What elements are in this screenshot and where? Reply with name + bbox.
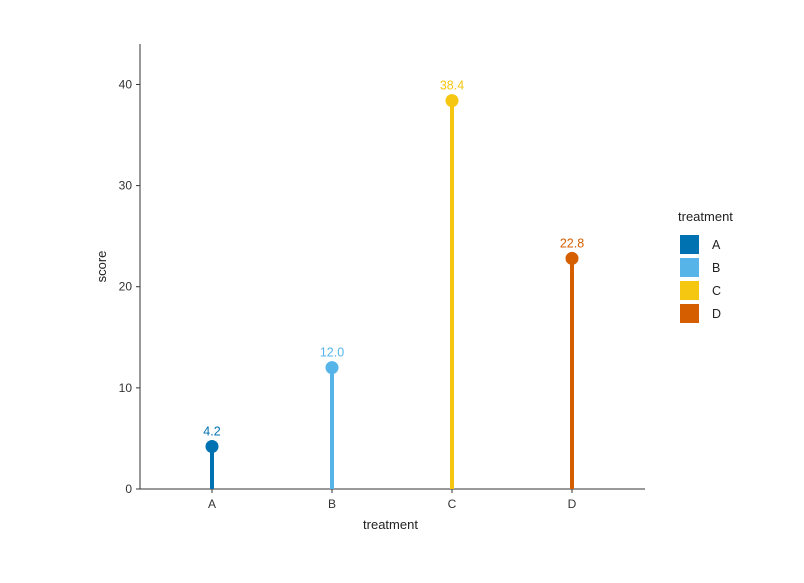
- y-tick-label: 40: [119, 77, 133, 91]
- data-label: 12.0: [320, 346, 344, 360]
- y-tick-label: 10: [119, 381, 133, 395]
- lollipop-D: 22.8: [560, 236, 584, 489]
- x-tick-label: B: [328, 497, 336, 511]
- x-tick-label: D: [568, 497, 577, 511]
- legend-label: C: [712, 284, 721, 298]
- legend-swatch: [680, 281, 699, 300]
- x-tick-label: C: [448, 497, 457, 511]
- legend-label: D: [712, 307, 721, 321]
- lollipop-point: [445, 94, 459, 108]
- lollipop-point: [325, 361, 339, 375]
- y-tick-label: 0: [125, 482, 132, 496]
- legend-label: A: [712, 238, 721, 252]
- y-tick-label: 20: [119, 280, 133, 294]
- legend-swatch: [680, 304, 699, 323]
- data-label: 4.2: [203, 425, 220, 439]
- data-label: 38.4: [440, 79, 464, 93]
- legend-label: B: [712, 261, 720, 275]
- x-axis-title: treatment: [363, 517, 418, 532]
- lollipop-point: [205, 440, 219, 454]
- legend-swatch: [680, 235, 699, 254]
- data-label: 22.8: [560, 236, 584, 250]
- lollipop-point: [565, 251, 579, 265]
- lollipop-A: 4.2: [203, 425, 221, 489]
- y-axis-ticks: 0 10 20 30 40: [119, 77, 140, 496]
- legend-swatch: [680, 258, 699, 277]
- y-tick-label: 30: [119, 179, 133, 193]
- lollipop-B: 12.0: [320, 346, 344, 489]
- lollipop-C: 38.4: [440, 79, 464, 489]
- y-axis-title: score: [94, 251, 109, 283]
- x-tick-label: A: [208, 497, 216, 511]
- x-axis-ticks: A B C D: [208, 489, 577, 511]
- legend-title: treatment: [678, 209, 733, 224]
- chart-marks: 4.2 12.0 38.4 22.8: [203, 79, 584, 489]
